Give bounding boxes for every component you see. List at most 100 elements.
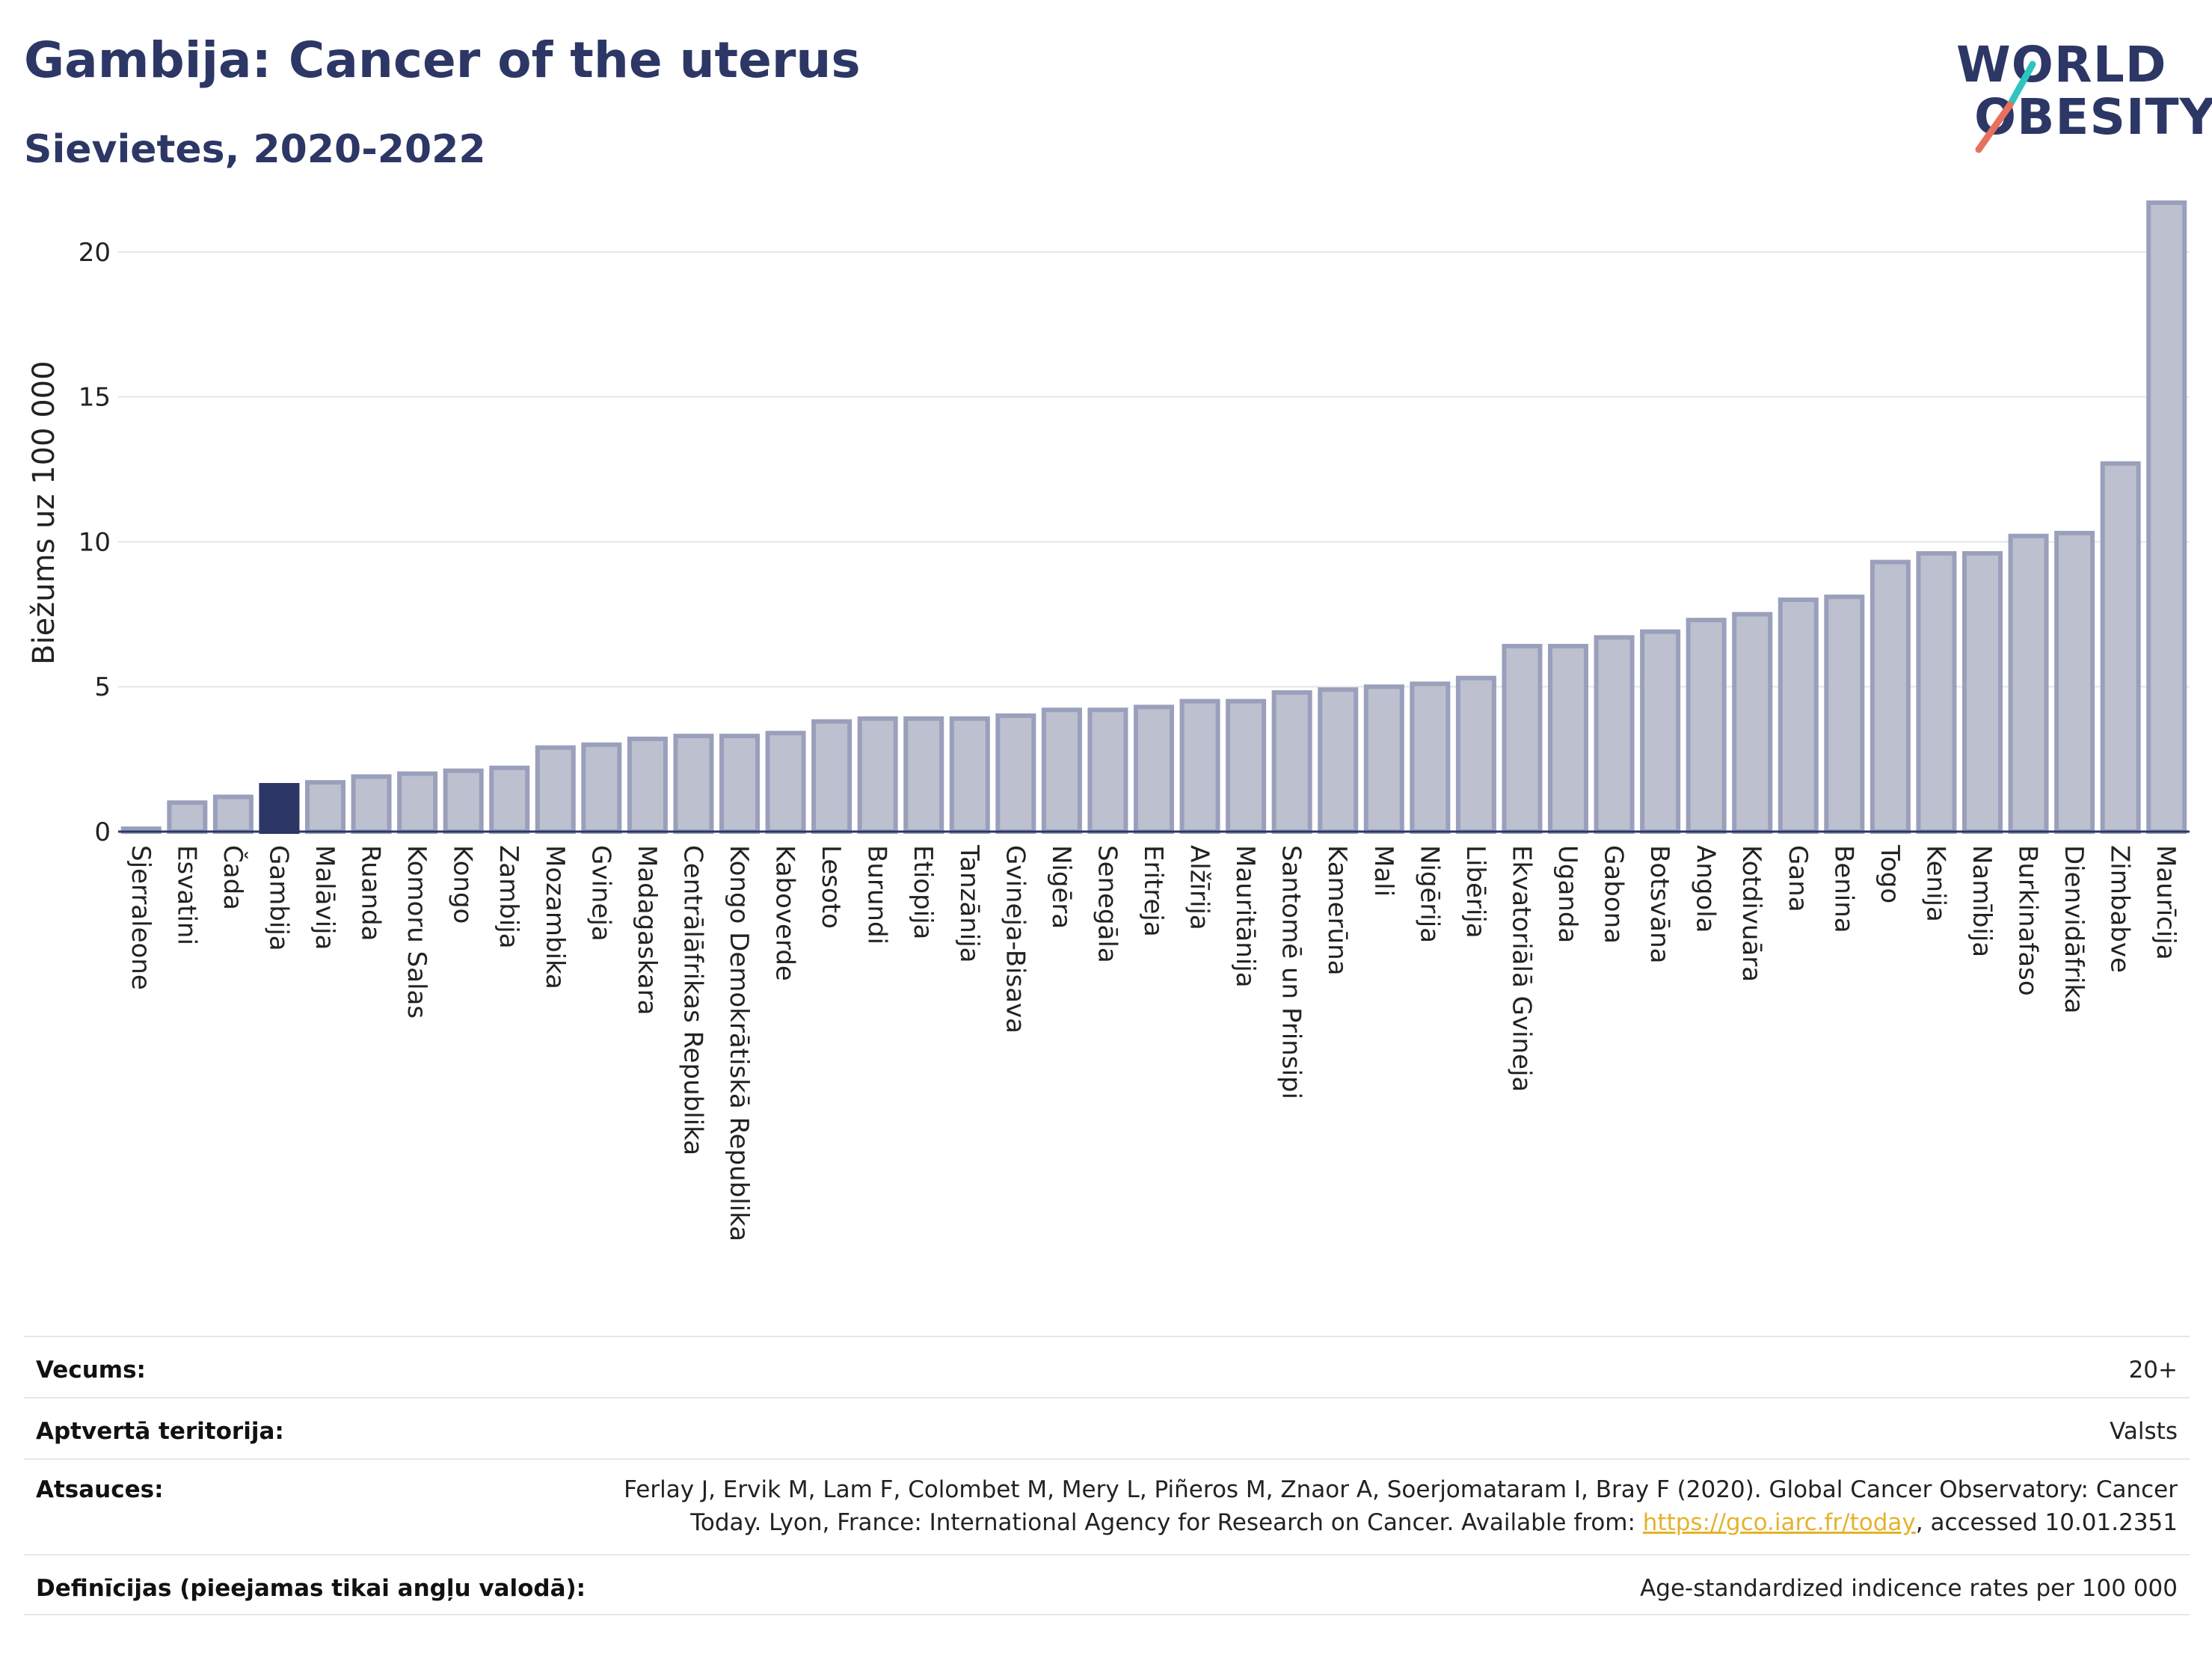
x-tick-label: Angola — [1691, 845, 1721, 933]
x-tick-label: Gvineja-Bisava — [1000, 845, 1030, 1034]
bar — [627, 736, 668, 835]
references-text-3: , accessed 10.01.2351 — [1915, 1509, 2178, 1536]
bar — [1363, 684, 1404, 834]
logo-word-1: WORLD — [1956, 36, 2167, 93]
definitions-label: Definīcijas (pieejamas tikai angļu valod… — [36, 1575, 586, 1602]
bar — [443, 768, 484, 835]
bar — [1271, 690, 1312, 834]
y-tick-label: 15 — [79, 383, 111, 413]
bar — [397, 771, 438, 834]
bar — [1318, 687, 1359, 834]
x-tick-label: Gvineja — [586, 845, 615, 942]
y-tick-label: 0 — [94, 817, 111, 847]
references-link[interactable]: https://gco.iarc.fr/today — [1642, 1509, 1916, 1536]
references-text-2: Today. Lyon, France: International Agenc… — [690, 1509, 1643, 1536]
bar — [1502, 643, 1543, 834]
bar — [212, 794, 254, 835]
x-tick-label: Namībija — [1967, 845, 1997, 957]
bar — [673, 734, 714, 835]
chart-title: Gambija: Cancer of the uterus — [24, 31, 861, 89]
bar — [304, 780, 346, 834]
x-tick-label: Gambija — [263, 845, 293, 951]
bar — [903, 716, 944, 834]
bar — [949, 716, 990, 834]
metadata-table: Vecums: 20+ Aptvertā teritorija: Valsts … — [24, 1336, 2190, 1615]
bar — [765, 731, 806, 835]
bar — [581, 742, 622, 835]
bar — [489, 765, 530, 835]
x-tick-label: Čada — [218, 845, 248, 910]
x-tick-label: Madagaskara — [632, 845, 662, 1015]
x-tick-label: Eritreja — [1138, 845, 1168, 937]
x-tick-label: Zimbabve — [2105, 845, 2135, 973]
x-tick-label: Botsvāna — [1644, 845, 1674, 964]
references-value: Ferlay J, Ervik M, Lam F, Colombet M, Me… — [624, 1473, 2178, 1539]
x-tick-label: Sjerraleone — [126, 845, 156, 990]
world-obesity-logo: WORLD OBESITY — [1944, 22, 2212, 157]
bar — [719, 734, 761, 835]
x-tick-label: Uganda — [1552, 845, 1582, 943]
bar — [2146, 200, 2187, 834]
x-tick-label: Komoru Salas — [402, 845, 431, 1019]
bar — [1410, 681, 1451, 835]
x-tick-label: Mali — [1368, 845, 1398, 897]
bar — [1179, 698, 1220, 834]
bar — [2054, 530, 2095, 834]
meta-row-references: Atsauces: Ferlay J, Ervik M, Lam F, Colo… — [24, 1458, 2190, 1554]
bar — [1594, 635, 1635, 834]
bar — [1824, 595, 1865, 835]
coverage-value: Valsts — [2110, 1418, 2178, 1445]
meta-row-age: Vecums: 20+ — [24, 1336, 2190, 1397]
y-tick-label: 20 — [79, 238, 111, 268]
x-tick-label: Kongo Demokrātiskā Republika — [724, 845, 754, 1241]
x-tick-label: Libērija — [1460, 845, 1490, 939]
bar — [1870, 559, 1911, 834]
x-tick-label: Kongo — [448, 845, 478, 924]
x-tick-label: Maurīcija — [2151, 845, 2181, 960]
bar — [1133, 704, 1175, 835]
x-tick-label: Burkinafaso — [2013, 845, 2043, 996]
bar — [535, 745, 576, 834]
x-tick-label: Ruanda — [356, 845, 386, 941]
age-label: Vecums: — [36, 1357, 146, 1384]
bar — [811, 719, 852, 834]
bar — [1916, 550, 1957, 834]
bar — [1455, 675, 1496, 835]
x-tick-label: Tanzānija — [954, 844, 984, 962]
bar — [1961, 550, 2003, 834]
x-tick-label: Kotdivuāra — [1736, 845, 1766, 982]
x-tick-label: Nigēra — [1046, 845, 1076, 929]
y-tick-label: 10 — [79, 527, 111, 557]
x-tick-label: Togo — [1875, 844, 1905, 903]
x-tick-label: Senegāla — [1092, 845, 1122, 963]
logo-slash-icon — [1975, 61, 2036, 153]
x-tick-label: Zambija — [494, 845, 523, 949]
bar — [857, 716, 898, 834]
bar-chart: 0 5 10 15 20 Biežums uz 100 000 Sjerraleone Esv… — [27, 200, 2190, 1241]
bar — [351, 774, 392, 834]
age-value: 20+ — [2128, 1357, 2178, 1384]
x-tick-label: Alžīrija — [1185, 845, 1214, 930]
x-tick-label: Gabona — [1599, 845, 1629, 944]
x-tick-label: Centrālāfrikas Republika — [678, 845, 707, 1155]
x-tick-label: Benina — [1828, 845, 1858, 933]
x-tick-label: Etiopija — [908, 845, 938, 939]
coverage-label: Aptvertā teritorija: — [36, 1418, 284, 1445]
bar — [1041, 707, 1082, 835]
x-tick-label: Kamerūna — [1322, 845, 1352, 975]
x-tick-label: Malāvija — [310, 845, 340, 950]
definitions-value: Age-standardized indicence rates per 100… — [1640, 1575, 2178, 1602]
y-tick-label: 5 — [94, 672, 111, 702]
x-tick-label: Esvatini — [171, 845, 201, 945]
bar — [167, 800, 208, 834]
x-tick-label: Dienvidāfrika — [2059, 845, 2089, 1013]
x-tick-label: Kaboverde — [770, 845, 800, 981]
bar — [1640, 629, 1681, 834]
x-tick-label: Santomē un Prinsipi — [1276, 845, 1306, 1099]
bar — [995, 713, 1036, 834]
meta-row-coverage: Aptvertā teritorija: Valsts — [24, 1397, 2190, 1458]
bar — [1547, 643, 1589, 834]
bar — [2008, 533, 2049, 834]
bar — [1778, 597, 1819, 834]
x-tick-label: Lesoto — [816, 845, 846, 929]
